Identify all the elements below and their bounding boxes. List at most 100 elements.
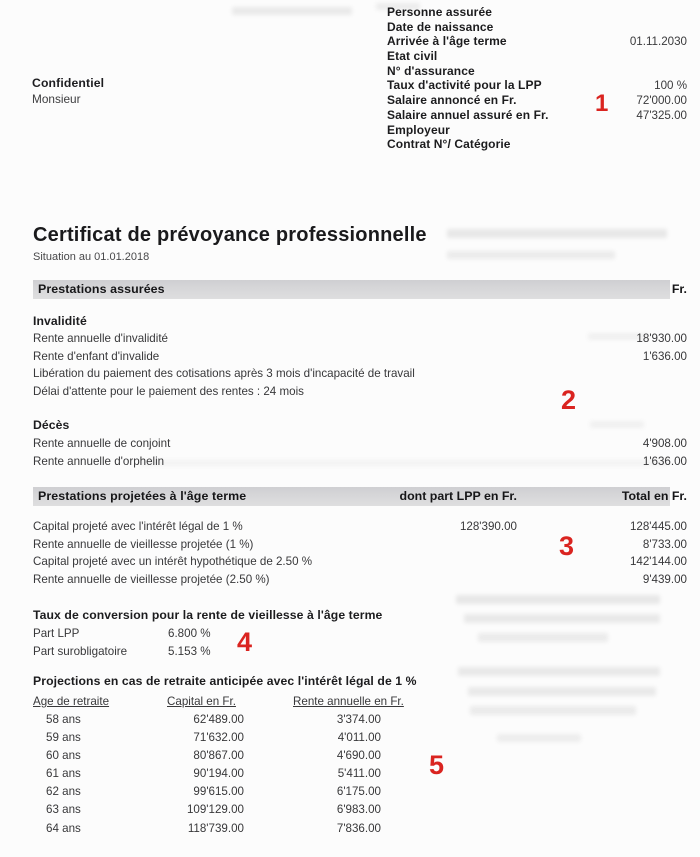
field-value: 01.11.2030 — [629, 35, 687, 49]
annotation-mark-1: 1 — [595, 90, 609, 117]
field-value: 47'325.00 — [636, 108, 687, 122]
field-label: Salaire annuel assuré en Fr. — [387, 107, 549, 122]
field-row: Date de naissance — [387, 20, 687, 35]
death-rows: Rente annuelle de conjoint 4'908.00 Rent… — [33, 435, 687, 470]
field-row: Salaire annuel assuré en Fr. 47'325.00 — [387, 108, 687, 123]
conversion-rate-heading: Taux de conversion pour la rente de viei… — [33, 608, 383, 622]
field-label: Taux d'activité pour la LPP — [387, 78, 542, 93]
capital-cell: 99'615.00 — [193, 785, 244, 799]
retirement-age-cell: 64 ans — [46, 821, 81, 835]
scan-bleed-artifact — [470, 706, 636, 715]
situation-date: Situation au 01.01.2018 — [33, 251, 150, 263]
scan-bleed-artifact — [458, 667, 660, 676]
invalidity-heading: Invalidité — [33, 314, 87, 328]
table-row: 62 ans 99'615.00 6'175.00 — [33, 783, 687, 801]
annual-pension-cell: 4'011.00 — [337, 731, 381, 745]
benefit-amount: 18'930.00 — [636, 332, 687, 345]
retirement-age-cell: 60 ans — [46, 749, 81, 763]
field-label: Arrivée à l'âge terme — [387, 34, 507, 49]
band-title: Prestations assurées — [38, 282, 165, 296]
capital-cell: 80'867.00 — [193, 749, 244, 763]
conversion-rate-value: 5.153 % — [168, 645, 211, 658]
annual-pension-cell: 5'411.00 — [337, 767, 381, 781]
retirement-age-cell: 59 ans — [46, 731, 81, 745]
retirement-age-cell: 63 ans — [46, 803, 81, 817]
projections-table-header: Age de retraite Capital en Fr. Rente ann… — [33, 694, 687, 712]
table-row: 58 ans 62'489.00 3'374.00 — [33, 711, 687, 729]
conversion-label: Part LPP — [33, 627, 80, 640]
field-label: N° d'assurance — [387, 63, 475, 78]
scan-bleed-artifact — [456, 595, 660, 604]
benefit-row: Libération du paiement des cotisations a… — [33, 365, 687, 383]
annotation-mark-3: 3 — [559, 531, 575, 561]
annotation-mark-5: 5 — [429, 750, 445, 780]
field-label: Date de naissance — [387, 19, 494, 34]
table-row: 60 ans 80'867.00 4'690.00 — [33, 747, 687, 765]
projected-label: Capital projeté avec l'intérêt légal de … — [33, 520, 243, 533]
field-label: Etat civil — [387, 49, 438, 64]
retirement-age-cell: 62 ans — [46, 785, 81, 799]
benefit-row: Rente annuelle de conjoint 4'908.00 — [33, 435, 687, 453]
annual-pension-cell: 6'983.00 — [336, 803, 381, 817]
section-band-prestations-projetees: Prestations projetées à l'âge terme dont… — [33, 487, 687, 506]
projected-total-amount: 128'445.00 — [629, 520, 687, 533]
benefit-row: Rente d'enfant d'invalide 1'636.00 — [33, 348, 687, 366]
annotation-mark-2: 2 — [561, 385, 577, 415]
field-row: Contrat N°/ Catégorie — [387, 137, 687, 152]
projected-total-amount: 142'144.00 — [629, 555, 687, 569]
projected-label: Capital projeté avec un intérêt hypothét… — [33, 555, 313, 569]
scan-bleed-artifact — [468, 687, 656, 696]
scan-bleed-artifact — [140, 460, 668, 466]
field-row: N° d'assurance — [387, 64, 687, 79]
benefit-label: Rente annuelle d'invalidité — [33, 332, 168, 345]
annotation-mark-4: 4 — [237, 627, 253, 657]
field-row: Etat civil — [387, 49, 687, 64]
field-row: Personne assurée — [387, 5, 687, 20]
salutation-label: Monsieur — [32, 92, 81, 106]
column-header-rente: Rente annuelle en Fr. — [293, 695, 404, 708]
retirement-age-cell: 61 ans — [46, 767, 81, 781]
scan-bleed-artifact — [590, 421, 644, 428]
projected-benefit-row: Capital projeté avec un intérêt hypothét… — [33, 553, 687, 571]
scan-bleed-artifact — [478, 633, 608, 642]
field-value: 100 % — [654, 79, 687, 93]
benefit-amount: 4'908.00 — [642, 437, 687, 450]
scan-bleed-artifact — [232, 7, 352, 15]
field-row: Employeur — [387, 123, 687, 138]
page-title: Certificat de prévoyance professionnelle — [33, 224, 427, 246]
benefit-label: Libération du paiement des cotisations a… — [33, 367, 415, 381]
projected-total-amount: 8'733.00 — [642, 537, 687, 551]
confidential-block: Confidentiel Monsieur — [32, 75, 104, 107]
projected-lpp-amount: 128'390.00 — [459, 520, 517, 533]
field-row: Arrivée à l'âge terme 01.11.2030 — [387, 34, 687, 49]
title-block: Certificat de prévoyance professionnelle… — [33, 224, 427, 263]
field-value: 72'000.00 — [636, 94, 687, 108]
benefit-label: Délai d'attente pour le paiement des ren… — [33, 384, 304, 398]
field-label: Employeur — [387, 122, 450, 137]
field-label: Contrat N°/ Catégorie — [387, 137, 511, 152]
death-heading: Décès — [33, 418, 70, 432]
projected-label: Rente annuelle de vieillesse projetée (1… — [33, 537, 254, 551]
table-row: 63 ans 109'129.00 6'983.00 — [33, 801, 687, 819]
field-label: Salaire annoncé en Fr. — [387, 93, 517, 108]
projected-label: Rente annuelle de vieillesse projetée (2… — [33, 572, 270, 586]
benefit-amount: 1'636.00 — [642, 454, 687, 468]
insured-person-fields: Personne assurée Date de naissance Arriv… — [387, 5, 687, 152]
field-row: Taux d'activité pour la LPP 100 % — [387, 78, 687, 93]
benefit-label: Rente annuelle de conjoint — [33, 437, 171, 450]
projected-benefit-row: Rente annuelle de vieillesse projetée (2… — [33, 571, 687, 589]
section-band-prestations-assurees: Prestations assurées Fr. — [33, 280, 687, 299]
column-header-age: Age de retraite — [33, 695, 110, 708]
benefit-row: Délai d'attente pour le paiement des ren… — [33, 383, 687, 401]
capital-cell: 109'129.00 — [186, 803, 244, 817]
capital-cell: 90'194.00 — [193, 767, 244, 781]
projected-benefit-rows: Capital projeté avec l'intérêt légal de … — [33, 518, 687, 588]
annual-pension-cell: 6'175.00 — [336, 785, 381, 799]
projected-benefit-row: Rente annuelle de vieillesse projetée (1… — [33, 536, 687, 554]
field-row: Salaire annoncé en Fr. 72'000.00 — [387, 93, 687, 108]
early-retirement-heading: Projections en cas de retraite anticipée… — [33, 674, 417, 688]
band-title: Prestations projetées à l'âge terme — [38, 489, 247, 503]
annual-pension-cell: 4'690.00 — [336, 749, 381, 763]
conversion-rate-rows: Part LPP 6.800 % Part surobligatoire 5.1… — [33, 625, 687, 661]
scan-bleed-artifact — [464, 614, 660, 623]
